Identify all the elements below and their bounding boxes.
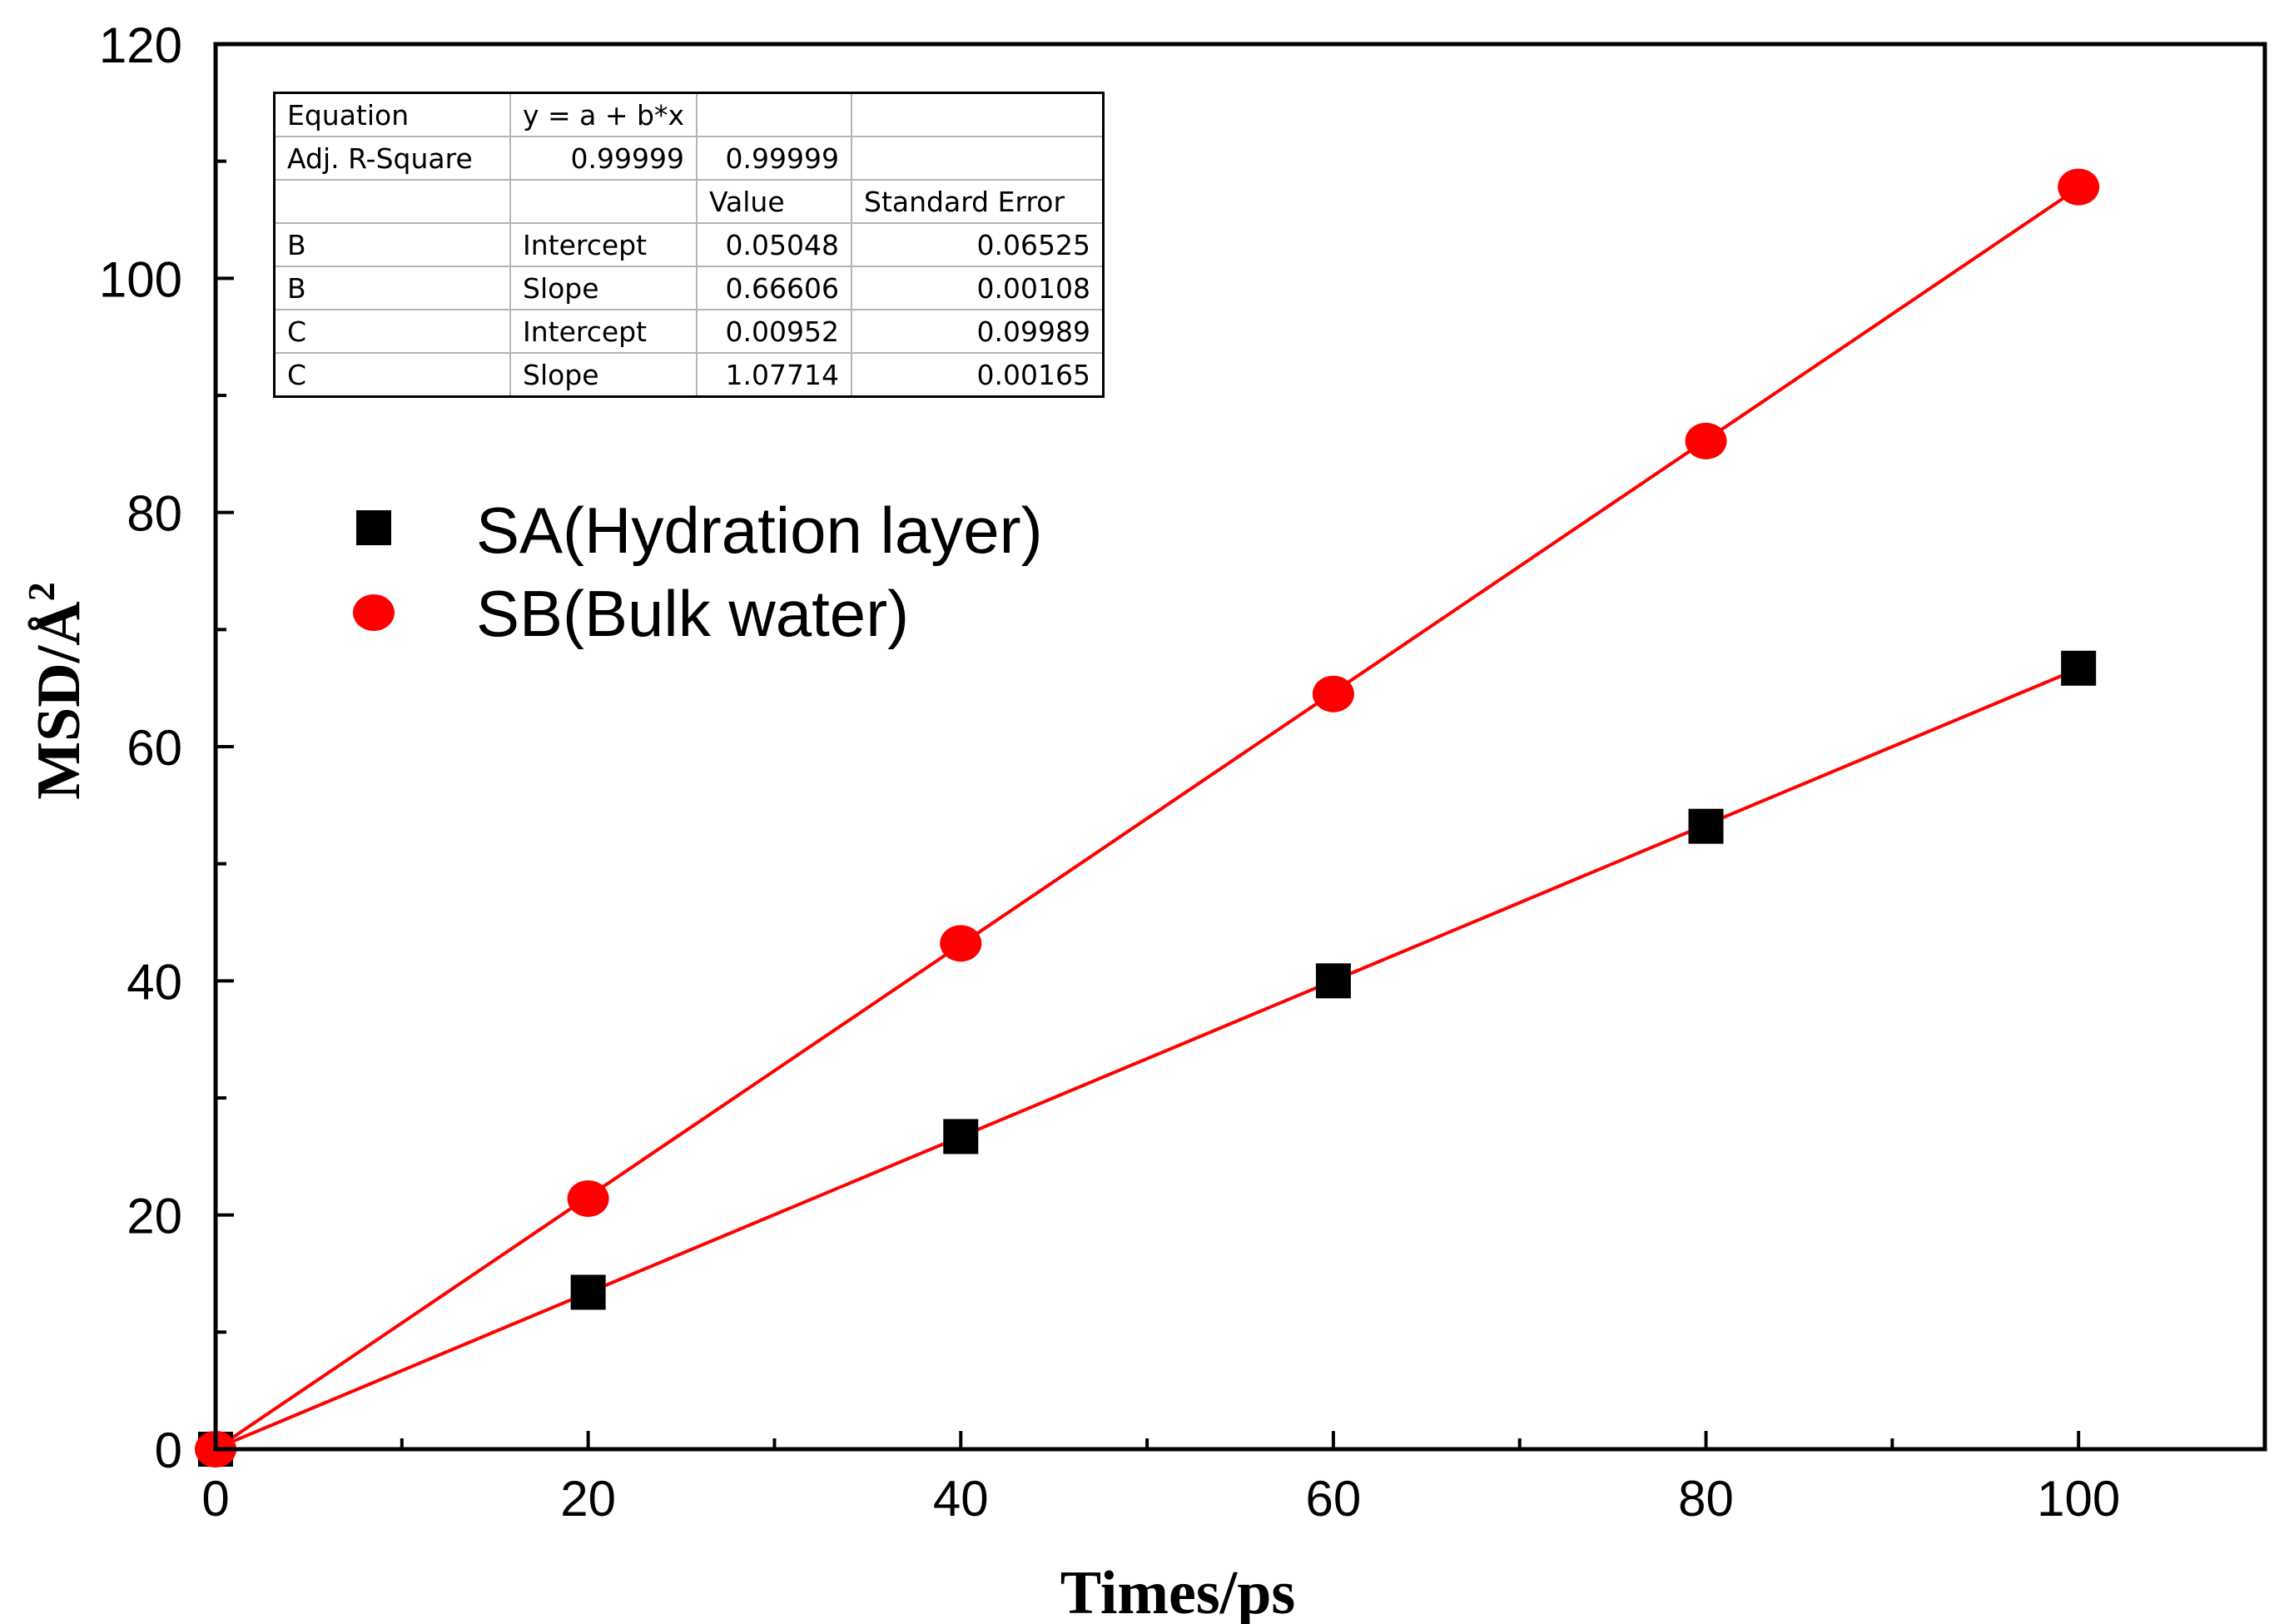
table-cell: 0.99999	[509, 136, 698, 181]
table-cell: Intercept	[509, 309, 698, 354]
fit-results-table: Equation y = a + b*x Adj. R-Square 0.999…	[273, 92, 1105, 398]
data-point-sb	[2058, 168, 2100, 206]
table-cell: B	[273, 222, 511, 267]
table-cell: B	[273, 266, 511, 310]
table-cell: 0.00165	[851, 352, 1105, 398]
legend-label-sb: SB(Bulk water)	[476, 577, 909, 650]
table-cell	[851, 92, 1105, 137]
fit-lines	[214, 186, 2080, 1451]
y-tick-label: 60	[127, 720, 182, 776]
x-tick-label: 100	[2037, 1471, 2120, 1527]
x-axis-title: Times/ps	[1060, 1559, 1295, 1624]
data-point-sa	[1315, 963, 1351, 999]
table-cell: Adj. R-Square	[273, 136, 511, 181]
table-cell: Standard Error	[851, 179, 1105, 224]
table-row: C Slope 1.07714 0.00165	[273, 352, 1105, 398]
legend-marker-sa	[356, 510, 391, 545]
x-tick-label: 60	[1306, 1471, 1362, 1527]
table-cell: y = a + b*x	[509, 92, 698, 137]
fit-line-sb	[214, 186, 2080, 1451]
data-markers	[195, 168, 2100, 1468]
y-axis-title: MSD/Å2	[20, 582, 93, 799]
y-tick-label: 120	[99, 17, 182, 73]
table-cell: Slope	[509, 266, 698, 310]
table-cell: 0.00108	[851, 266, 1105, 310]
y-tick-label: 100	[99, 251, 182, 307]
table-cell	[696, 92, 852, 137]
x-tick-label: 0	[201, 1471, 229, 1527]
table-row: Equation y = a + b*x	[273, 92, 1105, 137]
data-point-sa	[570, 1274, 606, 1310]
data-point-sb	[1312, 675, 1354, 713]
table-cell	[851, 136, 1105, 181]
legend-label-sa: SA(Hydration layer)	[476, 494, 1043, 567]
axis-tick-labels: 0 20 40 60 80 100 0 20 40 60 80 100 120	[99, 17, 2120, 1527]
table-cell: Equation	[273, 92, 511, 137]
x-tick-label: 80	[1678, 1471, 1734, 1527]
table-cell: Value	[696, 179, 852, 224]
x-tick-label: 20	[560, 1471, 616, 1527]
data-point-sb	[940, 925, 982, 962]
table-cell	[509, 179, 698, 224]
table-cell: C	[273, 352, 511, 398]
y-tick-label: 80	[127, 486, 182, 542]
table-cell: Intercept	[509, 222, 698, 267]
y-tick-label: 0	[155, 1423, 182, 1478]
table-cell: 0.66606	[696, 266, 852, 310]
x-tick-label: 40	[933, 1471, 989, 1527]
legend: SA(Hydration layer) SB(Bulk water)	[353, 494, 1043, 650]
table-cell	[273, 179, 511, 224]
table-cell: 0.05048	[696, 222, 852, 267]
fit-line-sa	[215, 667, 2079, 1451]
table-cell: 0.09989	[851, 309, 1105, 354]
data-point-sa	[1688, 808, 1724, 844]
table-row: Adj. R-Square 0.99999 0.99999	[273, 136, 1105, 181]
legend-marker-sb	[353, 594, 395, 631]
y-tick-label: 20	[127, 1189, 182, 1244]
table-row: B Slope 0.66606 0.00108	[273, 266, 1105, 310]
data-point-sa	[2061, 650, 2097, 686]
table-cell: 0.06525	[851, 222, 1105, 267]
table-cell: C	[273, 309, 511, 354]
table-cell: 1.07714	[696, 352, 852, 398]
y-tick-label: 40	[127, 954, 182, 1010]
axis-ticks	[214, 42, 2081, 1451]
data-point-sb	[1685, 422, 1727, 459]
table-cell: Slope	[509, 352, 698, 398]
table-cell: 0.99999	[696, 136, 852, 181]
table-row: C Intercept 0.00952 0.09989	[273, 309, 1105, 354]
data-point-sa	[943, 1119, 979, 1155]
table-row: B Intercept 0.05048 0.06525	[273, 222, 1105, 267]
table-row: Value Standard Error	[273, 179, 1105, 224]
table-cell: 0.00952	[696, 309, 852, 354]
data-point-sb	[567, 1180, 609, 1217]
